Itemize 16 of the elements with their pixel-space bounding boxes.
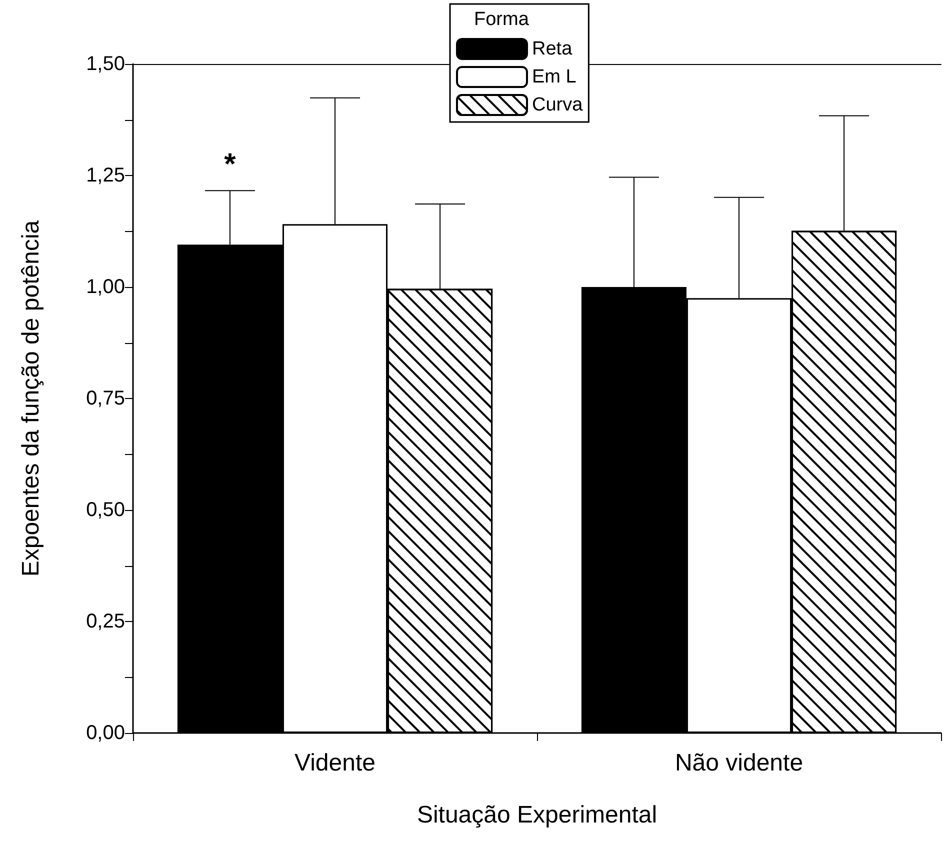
y-tick-label: 0,75 bbox=[86, 388, 125, 410]
legend-label: Reta bbox=[532, 38, 573, 60]
y-tick-label: 0,00 bbox=[86, 722, 125, 744]
x-tick-label: Não vidente bbox=[674, 750, 804, 776]
y-tick-label: 0,50 bbox=[86, 499, 125, 521]
legend-title: Forma bbox=[474, 9, 530, 30]
x-tick-label: Vidente bbox=[294, 750, 376, 776]
y-tick-label: 1,50 bbox=[86, 53, 125, 75]
legend-label: Em L bbox=[532, 66, 576, 88]
y-tick-label: 1,25 bbox=[86, 164, 125, 186]
legend-label: Curva bbox=[532, 94, 584, 116]
y-tick-label: 1,00 bbox=[86, 276, 125, 298]
x-axis-title: Situação Experimental bbox=[416, 802, 658, 828]
y-tick-label: 0,25 bbox=[86, 610, 125, 632]
annotation: * bbox=[224, 148, 236, 182]
y-axis-title: Expoentes da função de potência bbox=[18, 220, 44, 577]
